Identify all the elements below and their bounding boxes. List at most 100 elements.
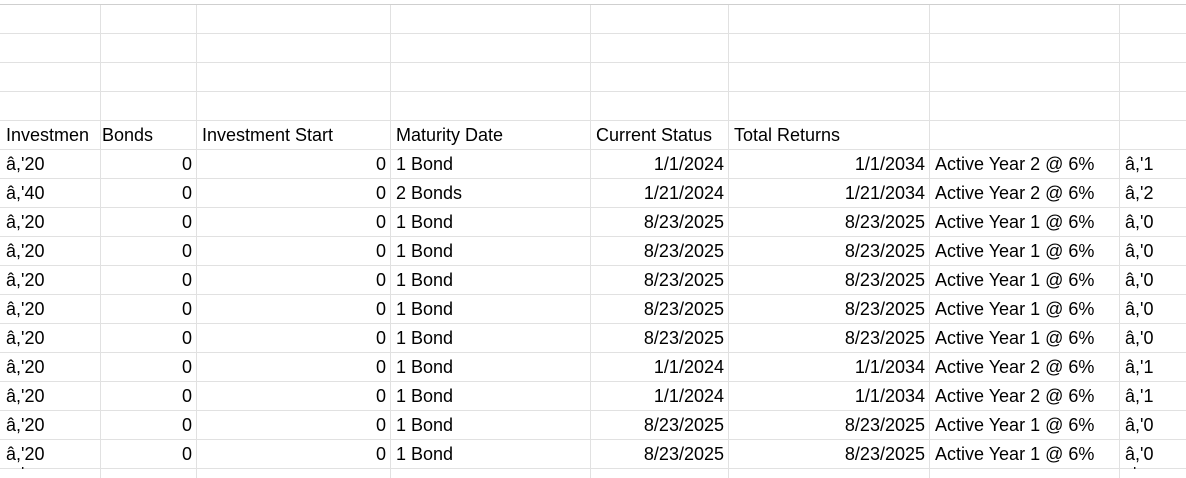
header-cell-total-returns[interactable]: Total Returns: [734, 125, 841, 145]
cell-maturity[interactable]: 1 Bond: [396, 328, 454, 348]
cell-status-note[interactable]: Active Year 2 @ 6%: [935, 357, 1095, 377]
cell-investment-start[interactable]: 0: [375, 299, 386, 319]
cell-investment-start[interactable]: 0: [375, 328, 386, 348]
cell-status-note[interactable]: Active Year 1 @ 6%: [935, 299, 1095, 319]
cell-total-returns[interactable]: 8/23/2025: [844, 415, 925, 435]
cell-total-returns[interactable]: 1/1/2034: [854, 154, 925, 174]
cell-status-note[interactable]: Active Year 1 @ 6%: [935, 270, 1095, 290]
cell-bonds[interactable]: 0: [181, 241, 192, 261]
cell-maturity[interactable]: 1 Bond: [396, 270, 454, 290]
cell-bonds[interactable]: 0: [181, 444, 192, 464]
cell-maturity[interactable]: 1 Bond: [396, 444, 454, 464]
cell-extra[interactable]: â,'0: [1125, 212, 1154, 232]
cell-bonds[interactable]: 0: [181, 270, 192, 290]
cell-maturity[interactable]: 1 Bond: [396, 386, 454, 406]
cell-extra[interactable]: â,'0: [1125, 444, 1154, 464]
cell-investment-start[interactable]: 0: [375, 154, 386, 174]
cell-extra[interactable]: â,'1: [1125, 357, 1154, 377]
cell-bonds[interactable]: 0: [181, 328, 192, 348]
cell-extra[interactable]: â,'0: [1125, 270, 1154, 290]
cell-investment-start[interactable]: 0: [375, 270, 386, 290]
cell-amount[interactable]: â,'20: [6, 154, 45, 174]
cell-maturity[interactable]: 1 Bond: [396, 154, 454, 174]
cell-amount[interactable]: â,'20: [6, 270, 45, 290]
cell-investment-start[interactable]: 0: [375, 183, 386, 203]
cell-total-returns[interactable]: 1/1/2034: [854, 357, 925, 377]
cell-status-note[interactable]: Active Year 1 @ 6%: [935, 328, 1095, 348]
cell-total-returns[interactable]: 8/23/2025: [844, 328, 925, 348]
cell-maturity[interactable]: 1 Bond: [396, 241, 454, 261]
cell-status-note[interactable]: Active Year 1 @ 6%: [935, 241, 1095, 261]
cell-amount[interactable]: â,'20: [6, 241, 45, 261]
cell-maturity[interactable]: 1 Bond: [396, 299, 454, 319]
cell-maturity[interactable]: 2 Bonds: [396, 183, 463, 203]
cell-bonds[interactable]: 0: [181, 212, 192, 232]
cell-amount[interactable]: â,'20: [6, 299, 45, 319]
cell-status-note[interactable]: Active Year 1 @ 6%: [935, 415, 1095, 435]
cell-status-note[interactable]: Active Year 2 @ 6%: [935, 154, 1095, 174]
cell-total-returns[interactable]: 8/23/2025: [844, 241, 925, 261]
cell-amount[interactable]: â,'20: [6, 386, 45, 406]
cell-extra[interactable]: â,'0: [1125, 415, 1154, 435]
cell-investment-start[interactable]: 0: [375, 357, 386, 377]
cell-extra[interactable]: â,'1: [1125, 386, 1154, 406]
cell-current-status[interactable]: 1/1/2024: [653, 154, 724, 174]
cell-bonds[interactable]: 0: [181, 415, 192, 435]
cell-total-returns[interactable]: 8/23/2025: [844, 444, 925, 464]
cell-investment-start[interactable]: 0: [375, 415, 386, 435]
cell-bonds[interactable]: 0: [181, 299, 192, 319]
header-cell-maturity-date[interactable]: Maturity Date: [396, 125, 504, 145]
cell-bonds[interactable]: 0: [181, 386, 192, 406]
cell-total-returns[interactable]: 1/1/2034: [854, 386, 925, 406]
cell-current-status[interactable]: 1/1/2024: [653, 357, 724, 377]
cell-amount[interactable]: â,'20: [6, 444, 45, 464]
cell-investment-start[interactable]: 0: [375, 241, 386, 261]
cell-total-returns[interactable]: 1/21/2034: [844, 183, 925, 203]
cell-status-note[interactable]: Active Year 2 @ 6%: [935, 183, 1095, 203]
cell-extra[interactable]: â,'0: [1125, 299, 1154, 319]
cell-current-status[interactable]: 1/1/2024: [653, 386, 724, 406]
cell-total-returns[interactable]: 8/23/2025: [844, 299, 925, 319]
cell-maturity[interactable]: 1 Bond: [396, 415, 454, 435]
table-row: â,'20 0 0 1 Bond 8/23/2025 8/23/2025 Act…: [0, 237, 1186, 265]
cell-current-status[interactable]: 8/23/2025: [643, 270, 724, 290]
header-cell-current-status[interactable]: Current Status: [596, 125, 713, 145]
cell-current-status[interactable]: 8/23/2025: [643, 212, 724, 232]
cell-extra[interactable]: â,'1: [1125, 154, 1154, 174]
cell-status-note[interactable]: Active Year 2 @ 6%: [935, 386, 1095, 406]
cell-amount[interactable]: â,'20: [6, 357, 45, 377]
header-cell-investment[interactable]: Investmen: [6, 125, 90, 145]
cell-status-note[interactable]: Active Year 1 @ 6%: [935, 212, 1095, 232]
row-divider: [0, 381, 1186, 382]
cell-amount[interactable]: â,'20: [6, 328, 45, 348]
cell-amount[interactable]: â,'20: [6, 212, 45, 232]
cell-current-status[interactable]: 8/23/2025: [643, 241, 724, 261]
cell-amount[interactable]: â,'40: [6, 183, 45, 203]
row-divider: [0, 178, 1186, 179]
table-row: â,'40 0 0 2 Bonds 1/21/2024 1/21/2034 Ac…: [0, 179, 1186, 207]
cell-maturity[interactable]: 1 Bond: [396, 357, 454, 377]
cell-extra[interactable]: â,'0: [1125, 328, 1154, 348]
cell-maturity[interactable]: 1 Bond: [396, 212, 454, 232]
cell-amount[interactable]: â,'20: [6, 415, 45, 435]
cell-current-status[interactable]: 8/23/2025: [643, 444, 724, 464]
cell-investment-start[interactable]: 0: [375, 444, 386, 464]
cell-extra[interactable]: â,'0: [1125, 241, 1154, 261]
spreadsheet-grid[interactable]: Investmen Bonds Investment Start Maturit…: [0, 5, 1186, 478]
header-cell-bonds[interactable]: Bonds: [102, 125, 154, 145]
cell-bonds[interactable]: 0: [181, 183, 192, 203]
cell-current-status[interactable]: 8/23/2025: [643, 328, 724, 348]
cell-investment-start[interactable]: 0: [375, 212, 386, 232]
cell-current-status[interactable]: 1/21/2024: [643, 183, 724, 203]
cell-total-returns[interactable]: 8/23/2025: [844, 212, 925, 232]
cell-investment-start[interactable]: 0: [375, 386, 386, 406]
cell-total-returns[interactable]: 8/23/2025: [844, 270, 925, 290]
header-cell-investment-start[interactable]: Investment Start: [202, 125, 334, 145]
cell-current-status[interactable]: 8/23/2025: [643, 415, 724, 435]
cell-current-status[interactable]: 8/23/2025: [643, 299, 724, 319]
cell-status-note[interactable]: Active Year 1 @ 6%: [935, 444, 1095, 464]
cell-bonds[interactable]: 0: [181, 357, 192, 377]
cell-extra[interactable]: â,'2: [1125, 183, 1154, 203]
cell-bonds[interactable]: 0: [181, 154, 192, 174]
row-divider: [0, 62, 1186, 63]
